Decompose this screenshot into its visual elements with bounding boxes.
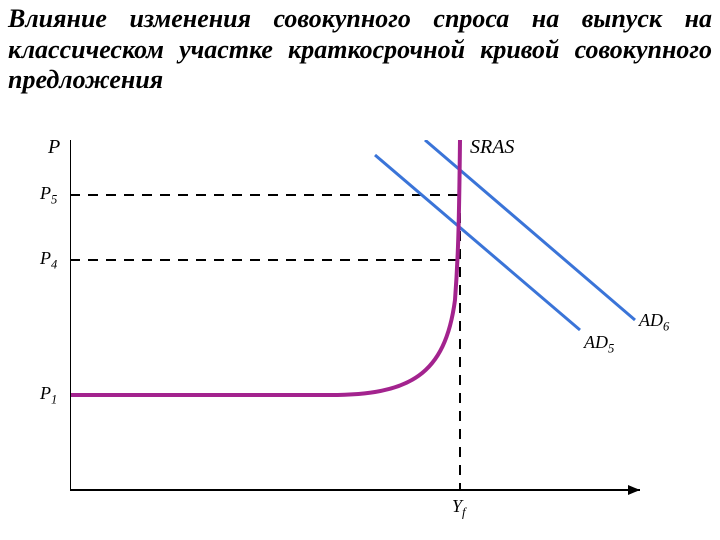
chart-svg — [70, 140, 690, 520]
label-ad6: AD6 — [639, 310, 669, 335]
chart-title: Влияние изменения совокупного спроса на … — [8, 4, 712, 96]
tick-p1: P1 — [40, 383, 57, 408]
tick-p4: P4 — [40, 248, 57, 273]
tick-yf: Yf — [452, 496, 466, 521]
y-axis-label: P — [48, 136, 60, 159]
curve-ad5 — [375, 155, 580, 330]
label-ad5: AD5 — [584, 332, 614, 357]
tick-p5: P5 — [40, 183, 57, 208]
x-axis-arrow — [628, 485, 640, 495]
label-sras: SRAS — [470, 136, 514, 159]
